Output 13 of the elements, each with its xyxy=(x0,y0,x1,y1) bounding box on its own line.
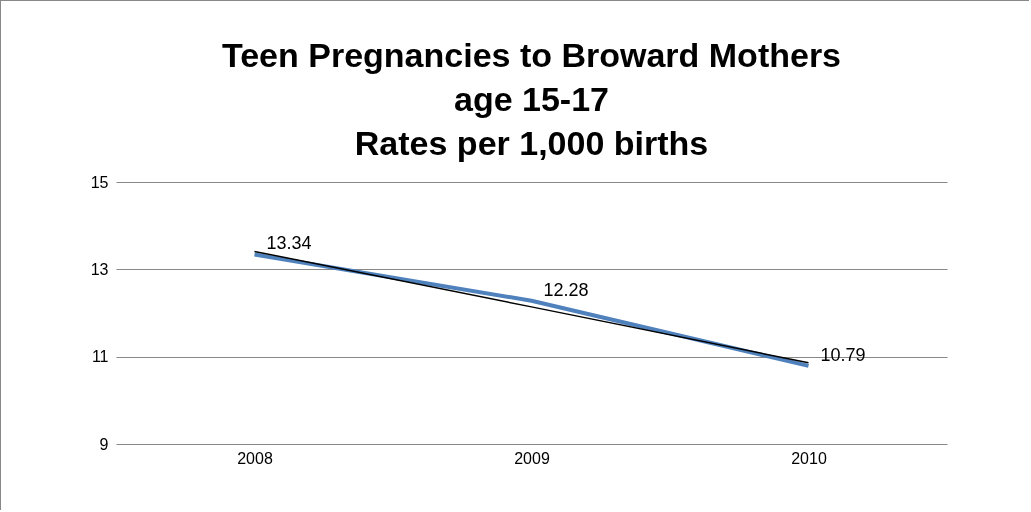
y-tick-label: 9 xyxy=(99,435,109,453)
data-label: 10.79 xyxy=(820,344,866,365)
text: Teen Pregnancies to Broward Mothers xyxy=(221,36,842,74)
x-tick-label: 2009 xyxy=(514,449,550,467)
y-tick-label: 15 xyxy=(90,173,109,191)
y-tick-label: 11 xyxy=(91,348,109,366)
text: Rates per 1,000 births xyxy=(354,124,709,162)
data-label: 12.28 xyxy=(543,279,589,300)
x-tick-label: 2010 xyxy=(791,449,827,467)
data-label: 13.34 xyxy=(266,233,312,254)
y-tick-label: 13 xyxy=(90,260,109,278)
text: age 15-17 xyxy=(454,80,609,118)
x-tick-label: 2008 xyxy=(237,449,273,467)
